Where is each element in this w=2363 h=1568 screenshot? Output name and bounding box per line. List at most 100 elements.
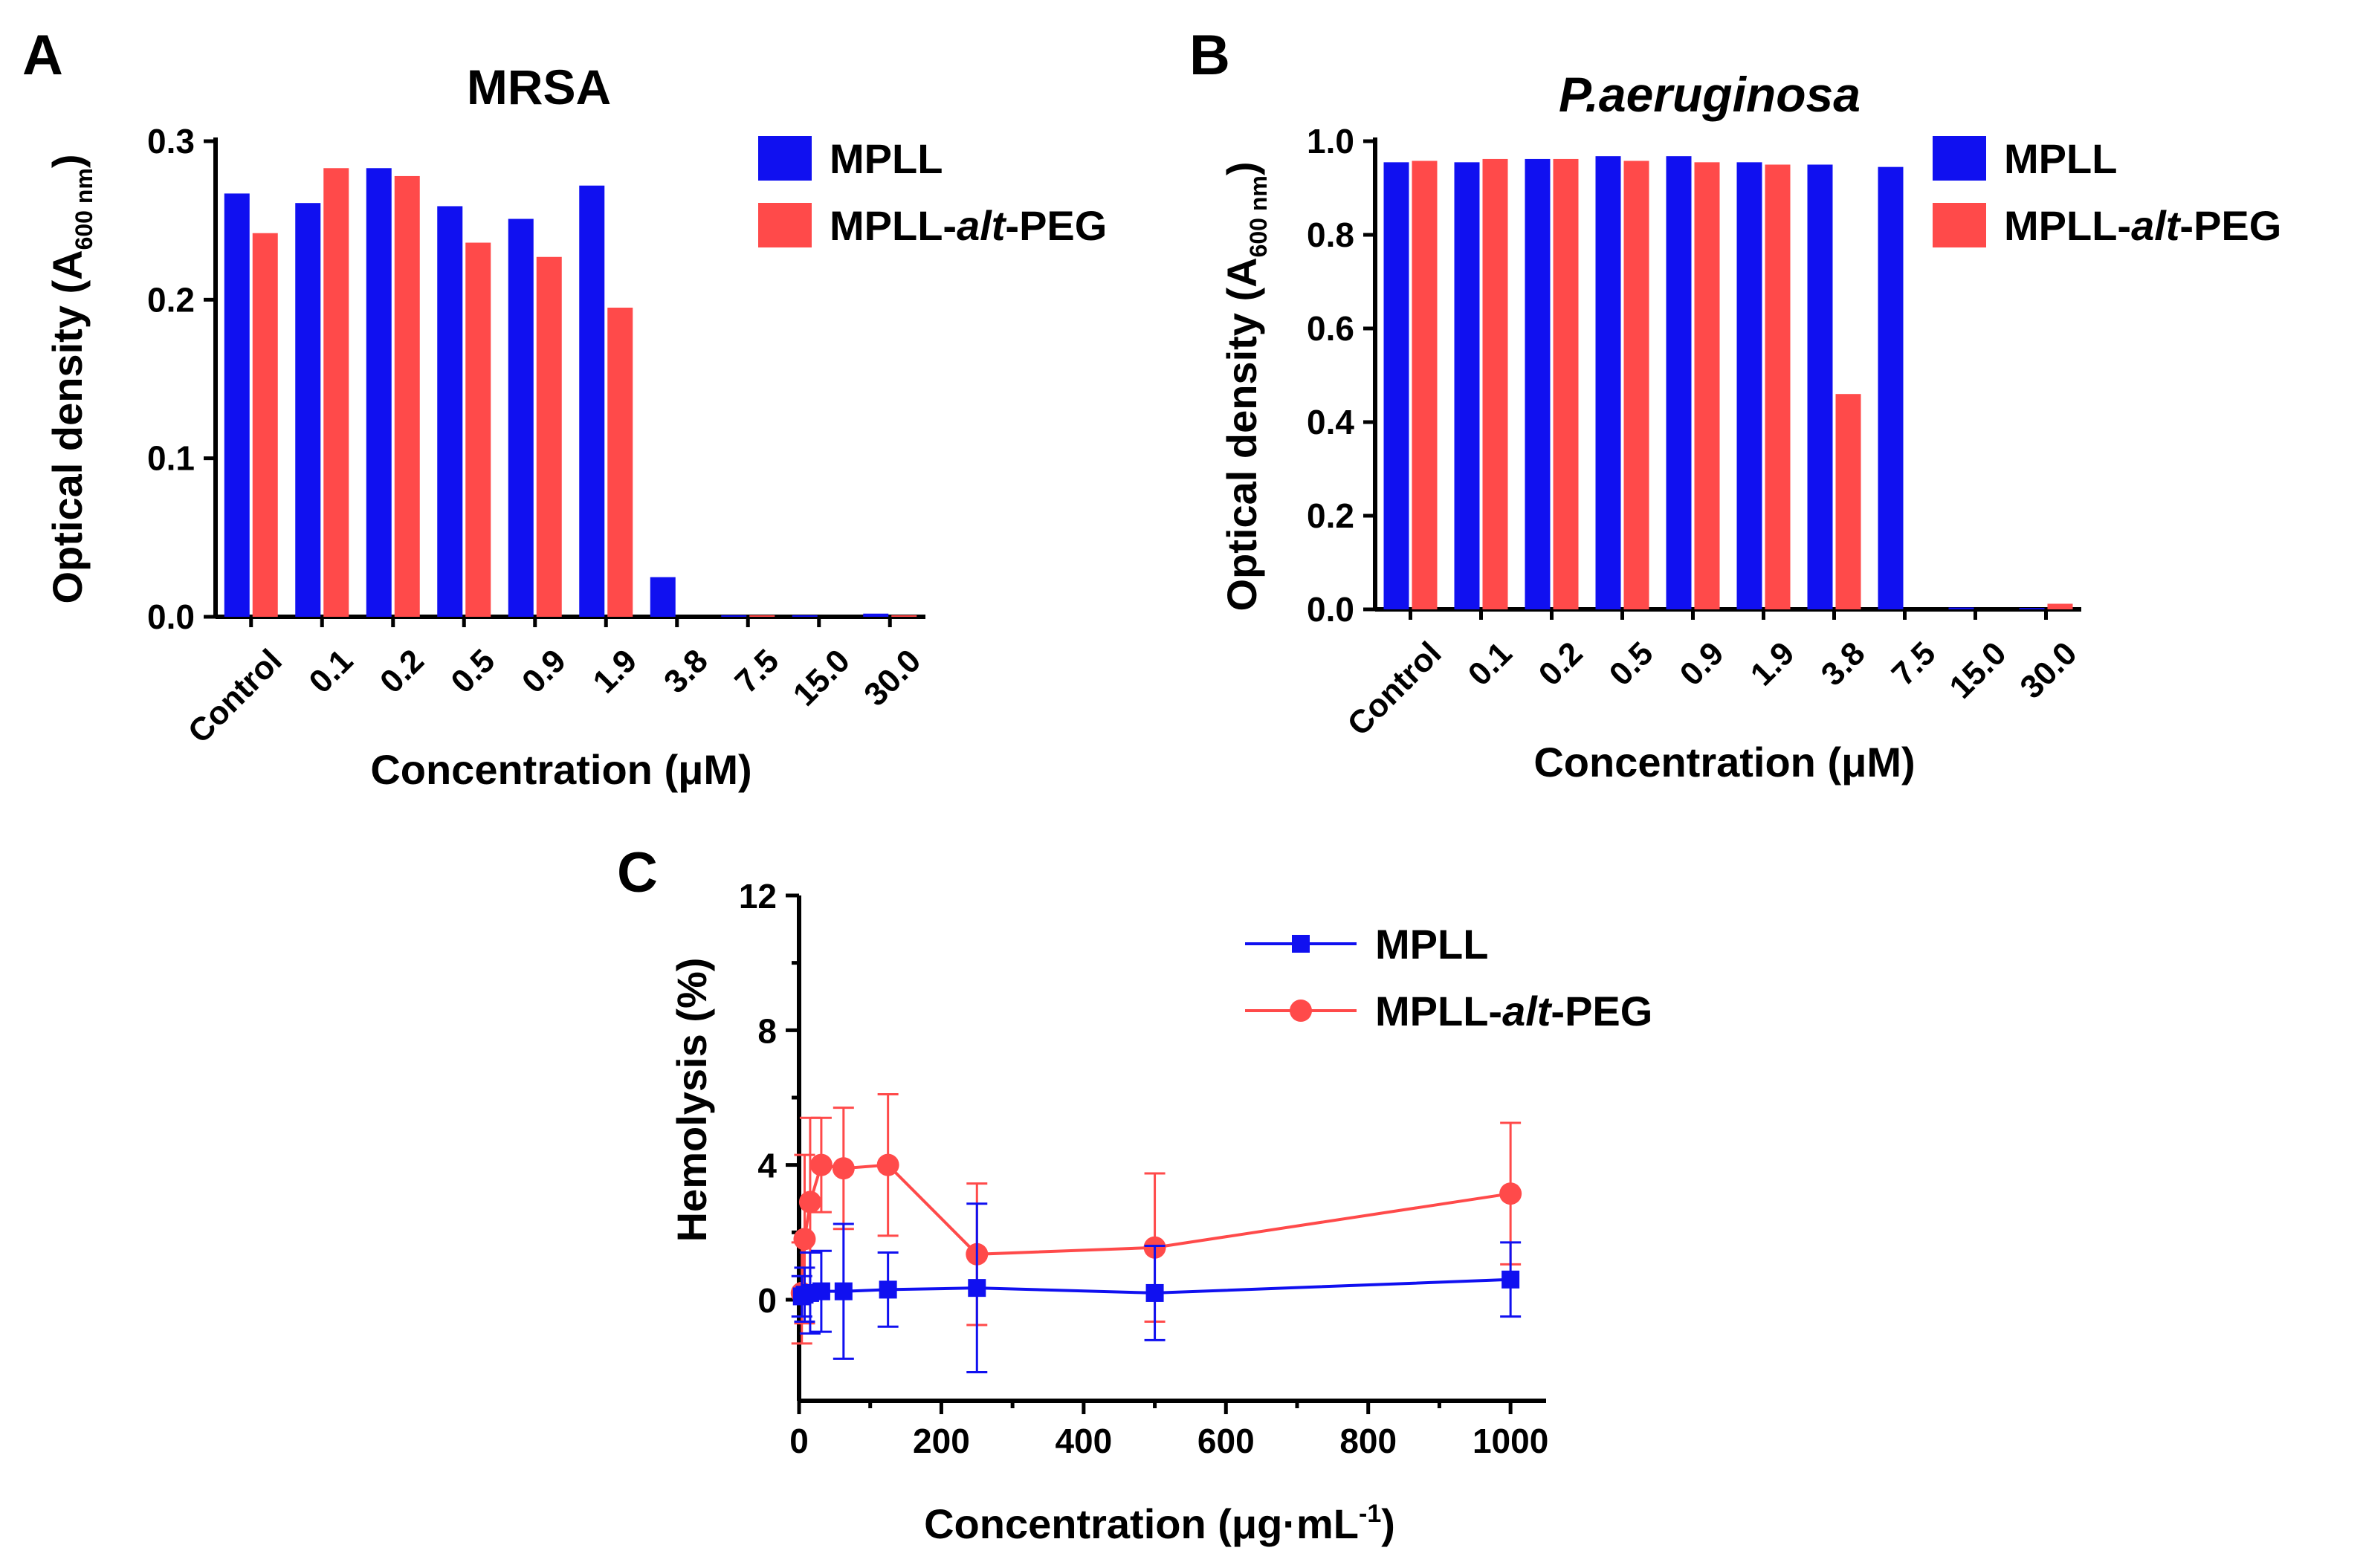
y-tick-label: 12	[739, 877, 777, 916]
legend-label-part: -PEG	[2179, 202, 2281, 249]
legend-label: MPLL	[830, 135, 943, 182]
y-axis-title-close: )	[1218, 161, 1265, 175]
x-category-label: 1.9	[1744, 635, 1802, 693]
x-category-label: 30.0	[857, 642, 928, 713]
x-axis-title: Concentration (μg·mL-1)	[924, 1500, 1395, 1547]
x-axis-title-main: Concentration (μg·mL	[924, 1500, 1359, 1547]
x-category-label: Control	[1340, 635, 1448, 742]
series-line-mpll-alt-peg	[800, 1163, 1511, 1294]
y-axis-title-close: )	[44, 154, 91, 168]
x-tick-label: 0	[789, 1422, 809, 1460]
data-point-mpll-alt-peg	[876, 1153, 899, 1176]
x-tick-label: 400	[1055, 1422, 1112, 1460]
x-category-label: 0.1	[302, 642, 360, 700]
data-point-mpll	[968, 1279, 986, 1298]
y-tick-label: 0	[757, 1281, 777, 1320]
legend-swatch	[758, 203, 812, 247]
bar-mpll-alt-peg	[536, 256, 562, 617]
x-category-label: 0.5	[1603, 635, 1661, 693]
bar-mpll-alt-peg	[252, 233, 278, 617]
chart-title: P.aeruginosa	[1559, 67, 1861, 122]
y-tick-label: 0.2	[1307, 496, 1354, 535]
data-point-mpll-alt-peg	[798, 1190, 821, 1214]
bar-mpll	[792, 615, 818, 617]
y-tick-label: 0.6	[1307, 309, 1354, 348]
legend-label-part: MPLL	[2004, 135, 2117, 182]
bar-mpll	[508, 218, 534, 617]
x-category-label: 3.8	[657, 642, 715, 700]
bar-mpll	[1454, 162, 1480, 610]
x-axis-title: Concentration (μM)	[1533, 739, 1915, 785]
bar-mpll	[2019, 608, 2045, 609]
panel-letter: A	[22, 24, 63, 87]
bar-mpll	[1807, 164, 1833, 609]
x-category-label: 3.8	[1814, 635, 1872, 693]
bar-mpll	[1525, 158, 1551, 609]
y-axis-title: Hemolysis (%)	[668, 958, 715, 1243]
legend-label-part: alt	[957, 202, 1007, 249]
x-category-label: 0.9	[515, 642, 573, 700]
bar-mpll	[1736, 162, 1762, 610]
x-category-label: 0.1	[1461, 635, 1519, 693]
panel-letter: C	[617, 841, 658, 904]
y-tick-label: 0.1	[147, 439, 195, 478]
x-tick-label: 200	[913, 1422, 970, 1460]
legend-label-part: -PEG	[1005, 202, 1107, 249]
y-tick-label: 1.0	[1307, 122, 1354, 161]
chart-title: MRSA	[467, 59, 611, 114]
x-category-label: 7.5	[1885, 635, 1943, 693]
y-axis-title-main: Optical density (A	[44, 250, 91, 603]
bar-mpll	[650, 577, 676, 617]
legend-label-part: alt	[2131, 202, 2182, 249]
bar-mpll-alt-peg	[1623, 161, 1649, 609]
x-axis-title-sup: -1	[1359, 1500, 1381, 1528]
bar-mpll-alt-peg	[465, 242, 491, 617]
x-category-label: 30.0	[2013, 635, 2084, 705]
y-tick-label: 8	[757, 1011, 777, 1050]
bar-mpll-alt-peg	[1412, 161, 1438, 609]
legend-swatch	[1933, 203, 1986, 247]
x-category-label: 15.0	[786, 642, 857, 713]
bar-mpll	[579, 185, 605, 617]
legend-label: MPLL-alt-PEG	[1375, 988, 1652, 1034]
bar-mpll-alt-peg	[1553, 158, 1579, 609]
data-point-mpll-alt-peg	[793, 1228, 816, 1251]
legend-label-part: MPLL	[1375, 921, 1488, 968]
bar-mpll	[1878, 166, 1904, 609]
bar-mpll	[721, 615, 747, 617]
x-category-label: 0.2	[373, 642, 431, 700]
data-point-mpll-alt-peg	[832, 1157, 855, 1180]
x-axis-title-close: )	[1381, 1500, 1395, 1547]
y-tick-label: 0.2	[147, 280, 195, 319]
data-point-mpll	[834, 1282, 853, 1300]
x-tick-label: 1000	[1473, 1422, 1548, 1460]
y-tick-label: 0.3	[147, 122, 195, 161]
bar-mpll	[863, 613, 889, 617]
data-point-mpll-alt-peg	[809, 1153, 833, 1176]
y-tick-label: 0.4	[1307, 403, 1354, 441]
bar-mpll-alt-peg	[394, 175, 420, 617]
legend-swatch	[758, 136, 812, 181]
bar-mpll-alt-peg	[323, 168, 349, 617]
bar-mpll	[1595, 156, 1621, 609]
legend-label-part: -PEG	[1551, 988, 1652, 1034]
bar-mpll-alt-peg	[1835, 394, 1861, 609]
bar-mpll	[1383, 162, 1409, 610]
panel-letter: B	[1189, 24, 1230, 87]
legend-label-part: MPLL	[830, 135, 943, 182]
x-category-label: 1.9	[586, 642, 644, 700]
legend-label-part: alt	[1502, 988, 1553, 1034]
y-axis-title-main: Optical density (A	[1218, 257, 1265, 611]
bar-mpll	[1666, 156, 1692, 609]
legend-label-part: MPLL-	[2004, 202, 2131, 249]
bar-mpll	[224, 193, 250, 617]
y-tick-label: 4	[757, 1147, 777, 1185]
legend-label: MPLL	[1375, 921, 1488, 968]
x-category-label: 7.5	[728, 642, 786, 700]
bar-mpll-alt-peg	[749, 615, 775, 617]
legend-marker	[1290, 1000, 1312, 1022]
bar-mpll-alt-peg	[607, 308, 633, 617]
y-tick-label: 0.8	[1307, 216, 1354, 254]
